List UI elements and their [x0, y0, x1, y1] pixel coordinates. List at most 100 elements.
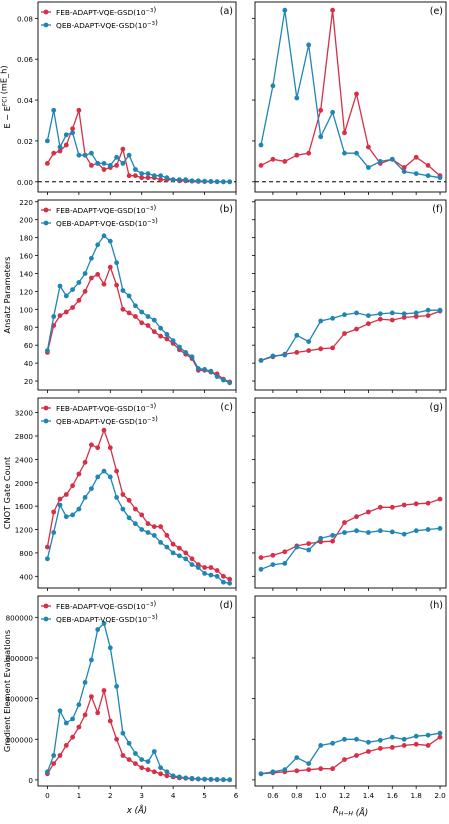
data-point-qeb	[45, 138, 50, 144]
data-point-feb	[330, 345, 335, 351]
data-point-qeb	[354, 736, 359, 742]
data-point-qeb	[57, 502, 63, 508]
data-point-feb	[151, 524, 157, 529]
y-tick-label: 1600	[15, 502, 34, 511]
data-point-feb	[133, 173, 138, 179]
panel-label: (g)	[430, 402, 443, 413]
y-tick-label: 400	[19, 572, 33, 581]
panel-c: 400 800 1200 1600 2000 2400 2800 3200 (c) CNOT Ga…	[2, 397, 237, 591]
data-point-qeb	[120, 506, 126, 512]
data-point-feb	[126, 173, 132, 179]
data-point-qeb	[377, 737, 383, 743]
data-point-qeb	[120, 288, 126, 293]
series-line-feb	[260, 310, 441, 362]
data-point-qeb	[101, 621, 107, 626]
y-tick-label: 2000	[15, 479, 34, 488]
data-point-feb	[214, 568, 220, 573]
panel-d: 0 200000 400000 600000 800000 0 1 2 3 4 5 6 (d) Gradi…	[2, 595, 239, 816]
data-point-qeb	[189, 178, 195, 184]
data-point-feb	[63, 142, 69, 148]
legend-marker-qeb	[43, 418, 49, 424]
data-point-feb	[425, 313, 431, 318]
data-point-feb	[389, 745, 395, 750]
legend-marker-qeb	[43, 220, 49, 226]
x-tick-label: 1	[77, 791, 82, 800]
data-point-qeb	[89, 255, 94, 261]
data-point-feb	[354, 753, 359, 758]
y-axis-label: Gradient Element Evaluations	[2, 630, 12, 752]
data-point-qeb	[177, 344, 182, 350]
x-tick-label: 0	[45, 791, 50, 800]
data-point-qeb	[282, 767, 288, 773]
data-point-feb	[318, 107, 324, 113]
data-point-qeb	[330, 315, 335, 321]
legend-entry: QEB-ADAPT-VQE-GSD(10−3)	[56, 18, 158, 30]
data-point-qeb	[164, 175, 170, 181]
data-point-feb	[151, 769, 157, 775]
data-point-feb	[95, 445, 101, 451]
data-point-feb	[437, 496, 443, 502]
data-point-qeb	[45, 556, 50, 562]
data-point-feb	[89, 694, 94, 699]
series-line-feb	[260, 10, 441, 177]
legend-marker-qeb	[43, 22, 49, 28]
data-point-qeb	[282, 352, 288, 358]
data-point-feb	[270, 552, 276, 558]
legend-entry: FEB-ADAPT-VQE-GSD(10−3)	[56, 401, 156, 413]
panel-label: (f)	[432, 204, 443, 215]
data-point-qeb	[330, 533, 335, 538]
plot-frame	[254, 595, 447, 787]
data-point-feb	[377, 316, 383, 322]
data-point-qeb	[195, 776, 201, 782]
data-point-feb	[164, 533, 170, 538]
data-point-feb	[82, 712, 88, 718]
series-line-feb	[46, 428, 230, 580]
data-point-qeb	[377, 159, 383, 164]
data-point-qeb	[63, 293, 69, 299]
legend-marker-feb	[43, 405, 49, 411]
y-tick-label: 200	[19, 216, 33, 225]
x-axis-label: RH−H (Å)	[333, 806, 368, 819]
data-point-qeb	[51, 753, 57, 758]
data-point-qeb	[158, 173, 164, 179]
data-point-feb	[318, 346, 324, 352]
data-point-qeb	[258, 358, 264, 363]
data-point-qeb	[95, 161, 101, 166]
data-point-feb	[306, 767, 312, 773]
y-tick-label: 140	[19, 269, 33, 278]
y-tick-label: 0.02	[17, 137, 33, 146]
data-point-qeb	[366, 530, 371, 535]
plot-frame	[254, 397, 447, 589]
data-point-qeb	[63, 514, 69, 520]
data-point-qeb	[425, 527, 431, 532]
y-tick-label: 60	[24, 341, 34, 350]
legend-entry: QEB-ADAPT-VQE-GSD(10−3)	[56, 414, 158, 426]
data-point-feb	[101, 281, 107, 287]
data-point-feb	[330, 7, 335, 13]
x-tick-label: 2	[108, 791, 113, 800]
data-point-feb	[45, 161, 50, 166]
legend-marker-qeb	[43, 616, 49, 622]
series-line-feb	[260, 498, 441, 559]
data-point-feb	[51, 761, 57, 766]
data-point-feb	[389, 317, 395, 323]
data-point-feb	[377, 504, 383, 510]
panel-f: (f)	[252, 199, 447, 393]
panel-h: 0.6 0.8 1.0 1.2 1.4 1.6 1.8 2.0 (h) RH−H (Å)	[252, 595, 447, 819]
data-point-feb	[294, 350, 300, 355]
data-point-feb	[294, 152, 300, 158]
data-point-qeb	[342, 736, 347, 742]
y-axis-label: E − EFCI (mE_h)	[0, 65, 12, 128]
data-point-qeb	[95, 474, 101, 480]
data-point-feb	[76, 724, 82, 730]
data-point-feb	[107, 445, 113, 451]
data-point-qeb	[389, 734, 395, 740]
data-point-qeb	[214, 777, 220, 782]
data-point-feb	[133, 314, 138, 319]
data-point-qeb	[126, 293, 132, 299]
data-point-feb	[101, 427, 107, 433]
data-point-feb	[377, 746, 383, 751]
data-point-qeb	[189, 562, 195, 567]
y-tick-label: 0.04	[17, 96, 33, 105]
data-point-feb	[258, 163, 264, 168]
